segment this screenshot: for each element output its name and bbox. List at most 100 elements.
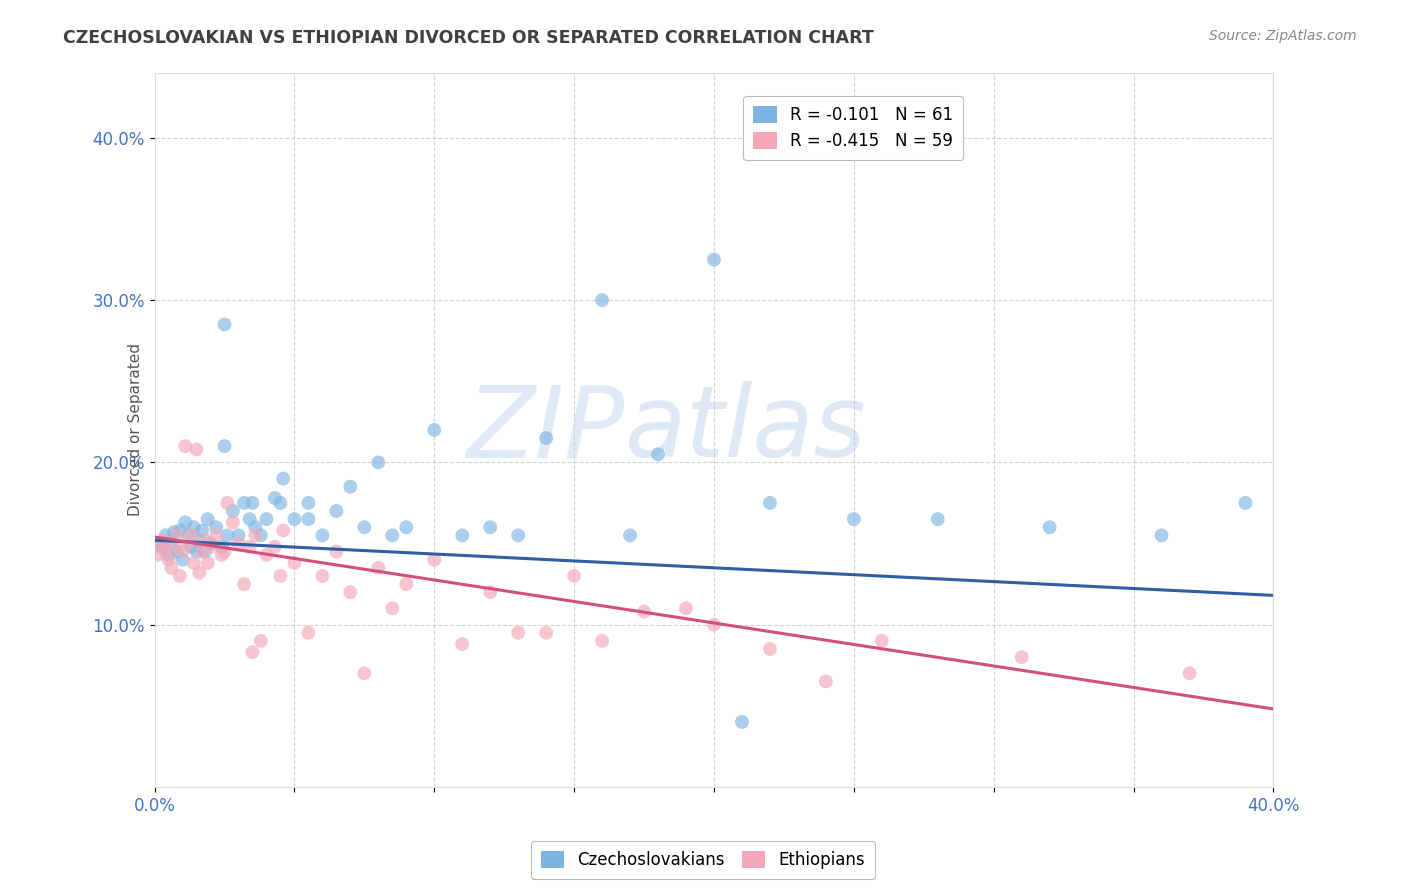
Point: [271, 524, 294, 538]
Point: [534, 431, 557, 445]
Point: [183, 520, 205, 534]
Point: [325, 504, 347, 518]
Point: [160, 561, 183, 575]
Point: [149, 540, 172, 554]
Point: [297, 625, 319, 640]
Point: [395, 577, 418, 591]
Point: [222, 504, 245, 518]
Legend: Czechoslovakians, Ethiopians: Czechoslovakians, Ethiopians: [531, 841, 875, 880]
Point: [228, 528, 250, 542]
Point: [311, 569, 333, 583]
Point: [146, 548, 169, 562]
Point: [194, 533, 217, 548]
Point: [211, 540, 233, 554]
Point: [927, 512, 949, 526]
Point: [451, 528, 474, 542]
Text: Source: ZipAtlas.com: Source: ZipAtlas.com: [1209, 29, 1357, 43]
Legend: R = -0.101   N = 61, R = -0.415   N = 59: R = -0.101 N = 61, R = -0.415 N = 59: [744, 95, 963, 161]
Point: [423, 423, 446, 437]
Point: [367, 561, 389, 575]
Point: [200, 536, 222, 550]
Point: [508, 528, 530, 542]
Point: [214, 544, 236, 558]
Point: [186, 442, 208, 457]
Point: [194, 544, 217, 558]
Point: [703, 252, 725, 267]
Text: atlas: atlas: [624, 382, 866, 478]
Point: [381, 528, 404, 542]
Point: [283, 512, 305, 526]
Point: [591, 293, 613, 307]
Point: [166, 544, 188, 558]
Point: [191, 524, 214, 538]
Point: [250, 528, 273, 542]
Point: [242, 496, 264, 510]
Point: [562, 569, 585, 583]
Point: [157, 548, 180, 562]
Point: [339, 585, 361, 599]
Point: [239, 540, 262, 554]
Point: [245, 520, 267, 534]
Point: [675, 601, 697, 615]
Point: [242, 645, 264, 659]
Point: [155, 528, 177, 542]
Point: [233, 496, 256, 510]
Point: [256, 512, 278, 526]
Point: [479, 585, 502, 599]
Point: [381, 601, 404, 615]
Point: [297, 496, 319, 510]
Point: [205, 528, 228, 542]
Point: [534, 625, 557, 640]
Point: [174, 516, 197, 530]
Point: [183, 556, 205, 570]
Point: [188, 566, 211, 580]
Point: [339, 480, 361, 494]
Point: [188, 533, 211, 548]
Point: [186, 544, 208, 558]
Point: [870, 633, 893, 648]
Point: [169, 569, 191, 583]
Point: [197, 512, 219, 526]
Point: [172, 544, 194, 558]
Point: [353, 520, 375, 534]
Point: [214, 439, 236, 453]
Point: [157, 552, 180, 566]
Point: [759, 642, 782, 657]
Text: CZECHOSLOVAKIAN VS ETHIOPIAN DIVORCED OR SEPARATED CORRELATION CHART: CZECHOSLOVAKIAN VS ETHIOPIAN DIVORCED OR…: [63, 29, 875, 46]
Point: [271, 472, 294, 486]
Point: [177, 536, 200, 550]
Point: [205, 520, 228, 534]
Point: [814, 674, 837, 689]
Point: [479, 520, 502, 534]
Point: [169, 524, 191, 538]
Point: [163, 540, 186, 554]
Point: [1178, 666, 1201, 681]
Point: [152, 533, 174, 548]
Point: [325, 544, 347, 558]
Point: [508, 625, 530, 640]
Point: [1011, 650, 1033, 665]
Point: [759, 496, 782, 510]
Point: [239, 512, 262, 526]
Point: [633, 605, 655, 619]
Point: [311, 528, 333, 542]
Point: [152, 540, 174, 554]
Point: [191, 544, 214, 558]
Point: [263, 540, 285, 554]
Point: [842, 512, 865, 526]
Point: [228, 536, 250, 550]
Point: [233, 577, 256, 591]
Point: [149, 536, 172, 550]
Point: [155, 544, 177, 558]
Point: [297, 512, 319, 526]
Point: [395, 520, 418, 534]
Point: [703, 617, 725, 632]
Point: [250, 633, 273, 648]
Point: [166, 528, 188, 542]
Point: [423, 552, 446, 566]
Point: [1234, 496, 1257, 510]
Point: [163, 525, 186, 540]
Point: [451, 637, 474, 651]
Point: [591, 633, 613, 648]
Point: [197, 556, 219, 570]
